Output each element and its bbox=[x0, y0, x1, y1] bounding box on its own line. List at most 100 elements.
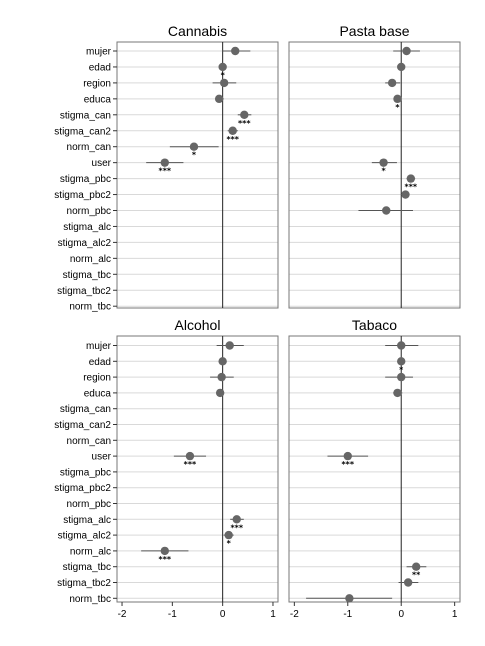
y-tick-label: mujer bbox=[86, 47, 112, 58]
point-norm_pbc bbox=[382, 206, 391, 215]
point-user bbox=[343, 451, 352, 461]
significance-label-edad: * bbox=[399, 365, 404, 374]
x-tick-label: -1 bbox=[343, 609, 352, 620]
y-tick-label: stigma_alc2 bbox=[58, 238, 112, 249]
point-region bbox=[397, 372, 406, 382]
y-tick-label: stigma_pbc bbox=[60, 174, 111, 185]
panel-title: Alcohol bbox=[175, 317, 221, 333]
panel-tabaco: Tabaco-2 -1 0 1****** bbox=[288, 317, 461, 620]
y-tick-label: user bbox=[92, 158, 112, 169]
y-tick-label: norm_tbc bbox=[69, 302, 111, 313]
point-educa bbox=[393, 388, 402, 398]
significance-label-stigma_pbc: *** bbox=[405, 183, 418, 192]
point-mujer bbox=[225, 341, 234, 350]
significance-label-user: *** bbox=[342, 460, 355, 469]
point-edad bbox=[397, 357, 406, 366]
y-tick-label: norm_alc bbox=[70, 254, 111, 265]
y-tick-label: stigma_alc2 bbox=[58, 531, 112, 542]
point-region bbox=[219, 78, 229, 88]
point-stigma_tbc bbox=[411, 562, 421, 571]
panel-frame bbox=[288, 41, 461, 309]
point-stigma_pbc2 bbox=[401, 190, 410, 199]
x-tick-label: 1 bbox=[452, 609, 458, 620]
x-tick-label: 0 bbox=[398, 609, 404, 620]
point-user bbox=[185, 451, 195, 461]
y-tick-label: stigma_tbc2 bbox=[57, 286, 111, 297]
y-tick-label: region bbox=[83, 78, 111, 89]
point-stigma_pbc bbox=[406, 174, 416, 183]
y-tick-label: stigma_alc bbox=[63, 515, 111, 526]
panel-pasta-base: Pasta base***** bbox=[288, 23, 461, 309]
y-tick-label: stigma_can2 bbox=[54, 126, 111, 137]
y-tick-label: norm_tbc bbox=[69, 594, 111, 605]
significance-label-edad: * bbox=[221, 71, 226, 80]
y-tick-label: stigma_pbc bbox=[60, 467, 111, 478]
point-stigma_can bbox=[240, 110, 249, 120]
y-tick-label: stigma_tbc bbox=[63, 562, 111, 573]
y-tick-label: stigma_can bbox=[60, 404, 111, 415]
panel-title: Tabaco bbox=[352, 317, 397, 333]
point-mujer bbox=[231, 46, 240, 56]
y-tick-label: educa bbox=[84, 388, 112, 399]
x-tick-label: 0 bbox=[220, 609, 226, 620]
significance-label-stigma_can: *** bbox=[238, 119, 251, 128]
point-region bbox=[387, 78, 397, 88]
y-tick-label: edad bbox=[89, 62, 111, 73]
y-tick-label: educa bbox=[84, 94, 112, 105]
point-stigma_alc2 bbox=[224, 530, 233, 540]
significance-label-norm_can: * bbox=[192, 151, 197, 160]
panel-frame bbox=[116, 41, 279, 309]
y-tick-label: stigma_can bbox=[60, 110, 111, 121]
x-tick-label: -2 bbox=[118, 609, 127, 620]
y-tick-label: region bbox=[83, 373, 111, 384]
point-stigma_can2 bbox=[228, 126, 237, 135]
point-region bbox=[217, 372, 226, 382]
x-tick-label: -2 bbox=[290, 609, 299, 620]
significance-label-user: * bbox=[381, 167, 386, 176]
y-tick-label: norm_can bbox=[67, 436, 111, 447]
significance-label-norm_alc: *** bbox=[159, 555, 172, 564]
significance-label-stigma_can2: *** bbox=[226, 135, 239, 144]
point-edad bbox=[218, 62, 227, 72]
panel-title: Cannabis bbox=[168, 23, 227, 39]
point-educa bbox=[214, 94, 224, 104]
significance-label-stigma_alc2: * bbox=[227, 539, 232, 548]
x-tick-label: -1 bbox=[168, 609, 177, 620]
significance-label-educa: * bbox=[395, 103, 400, 112]
point-user bbox=[160, 158, 169, 167]
y-tick-label: edad bbox=[89, 357, 111, 368]
x-tick-label: 1 bbox=[270, 609, 276, 620]
point-educa bbox=[393, 94, 402, 104]
y-tick-label: norm_pbc bbox=[67, 499, 111, 510]
point-stigma_tbc2 bbox=[403, 578, 413, 587]
y-tick-label: stigma_tbc bbox=[63, 270, 111, 281]
y-tick-label: mujer bbox=[86, 341, 112, 352]
y-tick-label: stigma_can2 bbox=[54, 420, 111, 431]
y-tick-label: stigma_tbc2 bbox=[57, 578, 111, 589]
significance-label-user: *** bbox=[159, 167, 172, 176]
y-tick-label: norm_can bbox=[67, 142, 111, 153]
panel-title: Pasta base bbox=[339, 23, 409, 39]
point-norm_can bbox=[189, 142, 199, 151]
significance-label-user: *** bbox=[184, 460, 197, 469]
y-tick-label: norm_pbc bbox=[67, 206, 111, 217]
y-tick-label: stigma_pbc2 bbox=[54, 190, 111, 201]
point-edad bbox=[397, 62, 406, 72]
significance-label-stigma_alc: *** bbox=[230, 523, 243, 532]
point-mujer bbox=[402, 46, 411, 56]
y-tick-label: norm_alc bbox=[70, 546, 111, 557]
point-edad bbox=[218, 357, 227, 366]
point-educa bbox=[215, 388, 225, 398]
panel-frame bbox=[116, 335, 279, 603]
y-tick-label: stigma_alc bbox=[63, 222, 111, 233]
point-norm_tbc bbox=[345, 594, 354, 603]
point-stigma_alc bbox=[232, 515, 241, 524]
y-tick-label: user bbox=[92, 452, 112, 463]
panel-frame bbox=[288, 335, 461, 603]
point-user bbox=[379, 158, 388, 167]
panel-alcohol: Alcohol mujer edad region educa stigma_cansti… bbox=[54, 317, 279, 620]
point-norm_alc bbox=[160, 546, 169, 556]
significance-label-stigma_tbc: ** bbox=[412, 571, 421, 580]
point-mujer bbox=[397, 341, 406, 350]
